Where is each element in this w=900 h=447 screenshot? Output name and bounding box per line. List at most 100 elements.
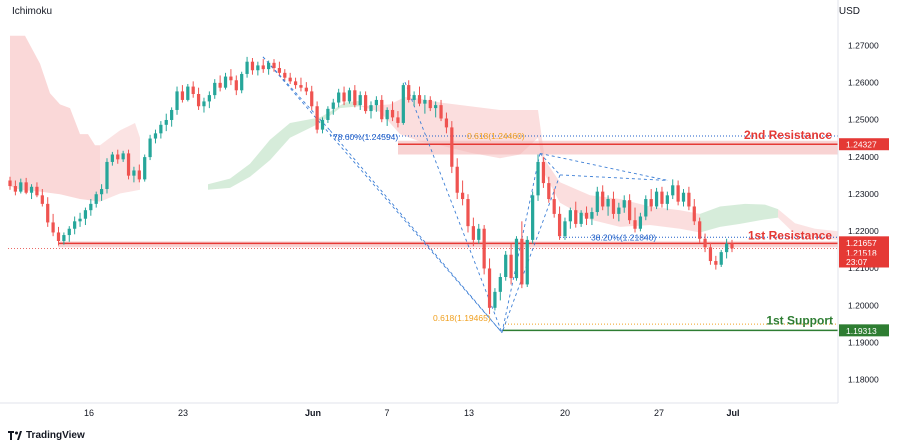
candle-body: [191, 86, 195, 94]
candle: [191, 81, 195, 98]
candle-body: [676, 185, 680, 202]
candle-body: [218, 82, 222, 88]
candle-body: [552, 199, 556, 214]
price-tick-label: 1.18000: [848, 375, 879, 385]
candle: [256, 61, 260, 76]
candle: [310, 85, 314, 110]
price-tick-label: 1.19000: [848, 337, 879, 347]
candle-body: [180, 91, 185, 100]
candle: [417, 86, 422, 107]
candle-body: [288, 77, 292, 82]
price-label-text: 1.24327: [846, 140, 877, 150]
candle-body: [396, 117, 400, 123]
first-support-label: 1st Support: [766, 313, 833, 327]
price-tick-label: 1.24000: [848, 152, 879, 162]
candle-body: [46, 203, 50, 223]
candle-body: [482, 228, 486, 269]
candle-body: [671, 185, 675, 196]
candle-body: [293, 81, 298, 86]
candle-body: [417, 95, 422, 104]
candle: [423, 95, 427, 114]
candle: [509, 243, 513, 285]
indicator-label[interactable]: Ichimoku: [12, 6, 53, 17]
time-tick-label: Jul: [726, 408, 739, 418]
candle: [78, 212, 82, 227]
candle: [374, 96, 379, 112]
cloud-segment-6: [778, 209, 838, 240]
candle-body: [51, 222, 55, 233]
candle-body: [509, 254, 513, 279]
candle-body: [660, 191, 664, 204]
candle-body: [460, 192, 465, 200]
pattern-leg-6: [501, 174, 561, 333]
candle: [83, 207, 88, 226]
candle-body: [455, 166, 459, 193]
candle-body: [665, 195, 669, 204]
candle: [649, 189, 653, 212]
candle: [240, 71, 244, 94]
candle-body: [245, 61, 249, 74]
time-axis[interactable]: 16 23 Jun 7 13 20 27 Jul: [0, 402, 838, 418]
candle-body: [67, 228, 71, 236]
fib-382-label: 38.20%(1.21840): [591, 232, 656, 242]
candle: [703, 233, 707, 253]
candle: [498, 273, 502, 301]
candle-body: [498, 277, 502, 292]
candle-body: [450, 127, 454, 167]
candle-body: [175, 91, 179, 110]
candle: [698, 217, 702, 243]
candle-body: [644, 199, 648, 217]
candle-body: [444, 118, 449, 128]
candle: [644, 195, 648, 221]
candle-body: [369, 105, 373, 112]
candle-body: [374, 99, 379, 106]
candle-body: [196, 93, 201, 107]
candle-body: [724, 243, 729, 253]
candle-body: [487, 268, 492, 308]
candle-body: [477, 228, 481, 240]
candle-body: [164, 119, 168, 125]
price-tick-label: 1.26000: [848, 78, 879, 88]
candle-body: [272, 62, 276, 69]
candle: [525, 236, 529, 288]
cloud-segment-4: [538, 110, 700, 233]
candle-body: [531, 195, 535, 240]
candle: [353, 85, 357, 108]
candle-body: [541, 161, 546, 184]
candle: [299, 77, 303, 92]
candle: [606, 195, 610, 216]
candlesticks: [8, 56, 734, 315]
candle-body: [315, 106, 319, 130]
candle: [385, 107, 389, 126]
candle-body: [606, 199, 610, 207]
candle-body: [557, 213, 562, 237]
candle: [363, 91, 368, 114]
candle: [584, 206, 589, 226]
candle: [116, 149, 120, 164]
candle: [186, 83, 190, 102]
candle-body: [132, 170, 136, 176]
candle-body: [56, 232, 61, 241]
candle: [514, 236, 519, 281]
price-axis[interactable]: 1.27000 1.26000 1.25000 1.24000 1.23000 1.220…: [837, 0, 879, 403]
candle-body: [584, 212, 589, 219]
candle: [67, 226, 71, 242]
candle-body: [223, 76, 228, 88]
candle-body: [353, 90, 357, 106]
candle-body: [617, 207, 621, 214]
candle: [455, 158, 459, 200]
candle: [315, 101, 319, 134]
candle: [708, 242, 713, 265]
candle: [428, 96, 432, 112]
candle-body: [703, 238, 707, 248]
candle: [245, 56, 249, 78]
candle: [272, 59, 276, 72]
candle-body: [207, 95, 211, 102]
candle-body: [380, 99, 384, 120]
candle: [654, 187, 659, 210]
candle-body: [730, 243, 734, 249]
candle-body: [466, 199, 470, 227]
fib-618-upper-label: 0.618(1.24460): [467, 131, 525, 141]
